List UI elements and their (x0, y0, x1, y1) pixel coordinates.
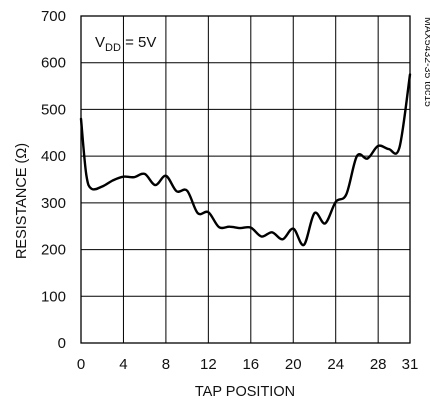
plot-frame (80, 15, 411, 344)
series-line (79, 73, 412, 247)
figure-id-note: MAX5432-35 toc15 (422, 17, 430, 107)
x-tick-label: 31 (402, 356, 419, 373)
x-tick-label: 16 (242, 356, 259, 373)
y-tick-label: 600 (41, 55, 66, 72)
vdd-suffix: = 5V (121, 34, 156, 51)
y-tick-label: 500 (41, 101, 66, 118)
y-tick-label: 300 (41, 195, 66, 212)
x-tick-labels: 0 4 8 12 16 20 24 28 31 (77, 356, 419, 373)
vdd-subscript: DD (105, 42, 121, 54)
y-tick-label: 700 (41, 8, 66, 25)
x-axis-label: TAP POSITION (195, 384, 295, 400)
series-curve (79, 73, 412, 247)
grid (81, 16, 410, 343)
x-tick-label: 24 (327, 356, 344, 373)
x-tick-label: 12 (200, 356, 217, 373)
x-tick-label: 4 (119, 356, 127, 373)
y-tick-labels: 0 100 200 300 400 500 600 700 (41, 8, 66, 352)
x-tick-label: 20 (285, 356, 302, 373)
y-tick-label: 200 (41, 242, 66, 259)
y-axis-label: RESISTANCE (Ω) (14, 143, 30, 259)
vdd-annotation: VDD = 5V (95, 34, 156, 54)
y-tick-label: 100 (41, 288, 66, 305)
y-tick-label: 400 (41, 148, 66, 165)
x-tick-label: 28 (370, 356, 387, 373)
x-tick-label: 8 (162, 356, 170, 373)
vdd-base: V (95, 34, 105, 51)
x-tick-label: 0 (77, 356, 85, 373)
y-tick-label: 0 (58, 335, 66, 352)
